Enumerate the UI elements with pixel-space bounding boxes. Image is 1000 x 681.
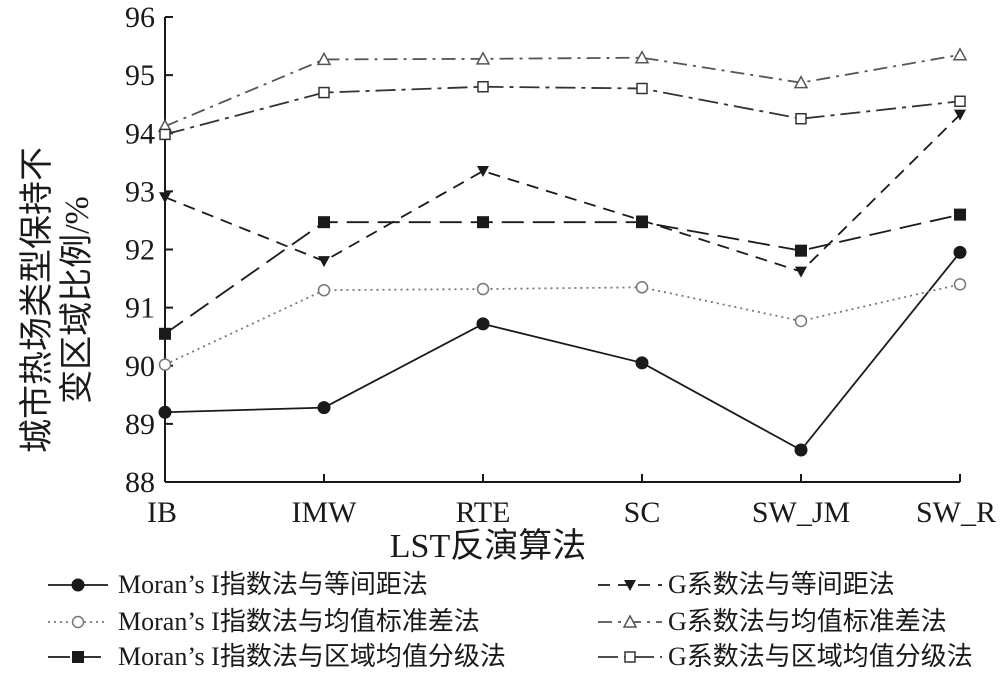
x-tick-label: SW_R <box>916 496 996 529</box>
data-point <box>318 216 330 229</box>
data-point <box>793 75 809 89</box>
series-line <box>164 251 961 452</box>
y-axis-title-line-1: 城市热场类型保持不 <box>18 147 56 453</box>
legend-item: Moran’s I指数法与区域均值分级法 <box>48 642 506 671</box>
legend-label: Moran’s I指数法与区域均值分级法 <box>118 642 506 671</box>
legend-marker <box>71 615 85 629</box>
data-point <box>954 109 966 121</box>
axis-titles: LST反演算法 城市热场类型保持不 变区域比例/% <box>18 147 586 565</box>
data-point <box>317 283 331 297</box>
y-tick-label: 89 <box>125 408 155 441</box>
series-1 <box>158 245 967 457</box>
data-point <box>634 50 650 64</box>
legend-label: G系数法与均值标准差法 <box>668 607 947 636</box>
axes: 88 89 90 91 92 93 94 95 96 IB IMW RTE SC SW_JM SW_R <box>125 1 996 529</box>
data-point <box>954 208 966 221</box>
data-point <box>316 51 332 66</box>
data-point <box>318 256 330 268</box>
x-tick-label: IB <box>147 496 177 529</box>
data-point <box>952 47 968 61</box>
legend-item: G系数法与均值标准差法 <box>598 607 947 636</box>
y-tick-label: 91 <box>125 292 155 325</box>
data-point <box>477 81 489 93</box>
legend-label: G系数法与区域均值分级法 <box>668 642 973 671</box>
data-point <box>953 278 967 291</box>
data-point <box>795 266 807 278</box>
y-tick-label: 93 <box>125 175 155 208</box>
y-tick-label: 90 <box>125 350 155 383</box>
data-point <box>159 327 171 340</box>
legend-item: G系数法与区域均值分级法 <box>598 642 973 671</box>
y-tick-label: 95 <box>125 59 155 92</box>
series-4 <box>159 109 966 278</box>
data-point <box>159 128 171 141</box>
data-point <box>475 51 491 65</box>
legend-marker <box>624 580 636 591</box>
series-5 <box>157 47 968 133</box>
legend-item: Moran’s I指数法与均值标准差法 <box>48 607 480 636</box>
series-line <box>164 114 961 273</box>
x-tick-label: SW_JM <box>752 496 850 529</box>
data-point <box>794 314 808 328</box>
data-point <box>476 317 490 331</box>
series-6 <box>159 81 966 141</box>
legend-label: Moran’s I指数法与等间距法 <box>118 570 428 599</box>
data-point <box>635 356 649 370</box>
data-point <box>636 215 648 227</box>
series-line <box>164 53 961 128</box>
series-2 <box>158 278 967 371</box>
series-line <box>164 85 961 136</box>
data-point <box>953 245 967 259</box>
data-point <box>795 112 807 125</box>
legend-label: Moran’s I指数法与均值标准差法 <box>118 607 480 636</box>
data-point <box>159 192 171 204</box>
legend-marker <box>72 651 84 663</box>
y-tick-label: 88 <box>125 466 155 499</box>
data-point <box>477 166 489 178</box>
legend-marker <box>624 651 636 663</box>
y-tick-label: 92 <box>125 234 155 267</box>
data-point <box>477 216 489 229</box>
data-point <box>794 443 808 457</box>
data-point <box>954 95 966 108</box>
data-point <box>158 358 172 371</box>
data-point <box>635 281 649 294</box>
data-point <box>636 82 648 95</box>
data-point <box>318 86 330 99</box>
legend: Moran’s I指数法与等间距法 Moran’s I指数法与均值标准差法 Mora… <box>48 570 973 671</box>
y-tick-label: 94 <box>125 117 155 150</box>
data-point <box>158 405 172 419</box>
legend-item: Moran’s I指数法与等间距法 <box>48 570 428 599</box>
x-axis-title: LST反演算法 <box>390 527 586 565</box>
legend-label: G系数法与等间距法 <box>668 570 895 599</box>
x-tick-label: IMW <box>292 496 358 529</box>
y-axis-title-line-2: 变区域比例/% <box>58 196 96 404</box>
x-tick-label: SC <box>624 496 661 529</box>
y-tick-label: 96 <box>125 1 155 34</box>
legend-item: G系数法与等间距法 <box>598 570 895 599</box>
legend-marker <box>71 578 85 592</box>
data-point <box>476 282 490 296</box>
legend-marker <box>622 614 638 628</box>
x-tick-label: RTE <box>456 496 511 529</box>
series-layer <box>157 47 968 457</box>
data-point <box>317 401 331 415</box>
data-point <box>795 244 807 257</box>
series-line <box>164 283 961 366</box>
